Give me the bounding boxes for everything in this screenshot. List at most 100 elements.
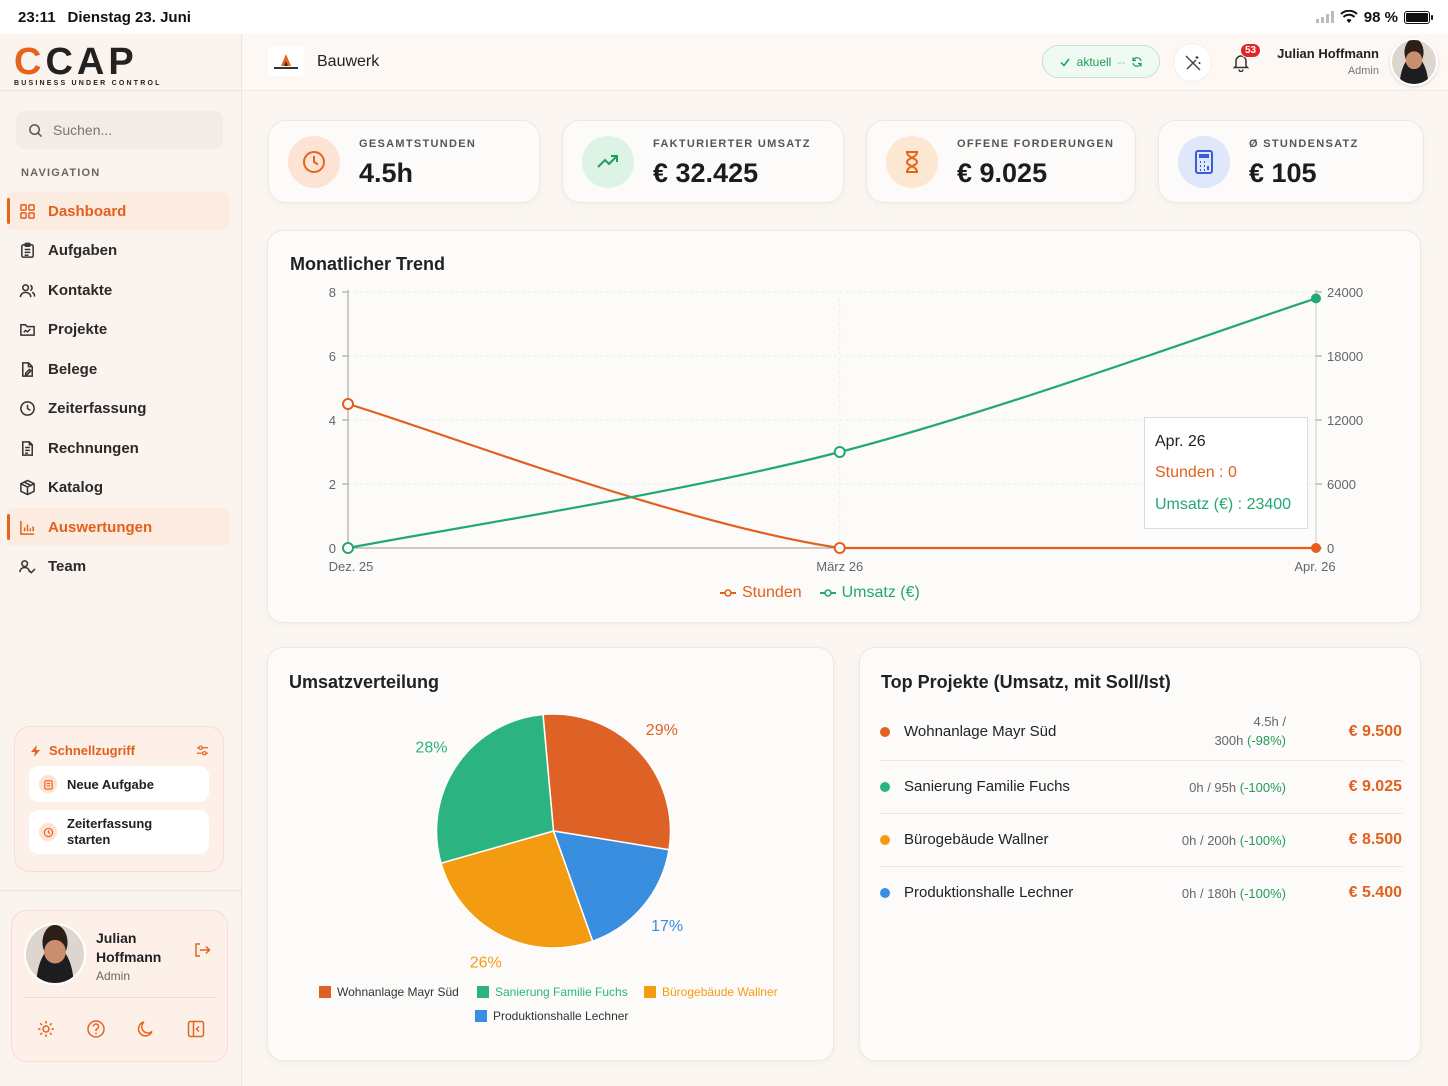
kpi-card-open-receivables[interactable]: OFFENE FORDERUNGEN € 9.025	[866, 120, 1136, 203]
moon-icon[interactable]	[136, 1019, 156, 1039]
data-point	[342, 542, 354, 554]
x-tick-label: März 26	[816, 559, 863, 574]
project-color-dot	[880, 888, 890, 898]
clock-icon	[20, 401, 35, 416]
legend-swatch	[475, 1010, 487, 1022]
magic-wand-button[interactable]	[1173, 43, 1212, 82]
cellular-signal-icon	[1315, 11, 1334, 23]
sliders-icon[interactable]	[196, 744, 209, 757]
clock-time: 23:11	[18, 8, 56, 26]
nav-item-label: Rechnungen	[48, 439, 139, 457]
new-task-button[interactable]: Neue Aufgabe	[29, 766, 209, 802]
nav-item-aufgaben[interactable]: Aufgaben	[7, 232, 229, 270]
tooltip-revenue: Umsatz (€) : 23400	[1155, 496, 1292, 513]
nav-item-rechnungen[interactable]: Rechnungen	[7, 429, 229, 467]
check-icon	[1060, 58, 1070, 67]
bar-chart-icon	[20, 520, 35, 535]
top-projects-title: Top Projekte (Umsatz, mit Soll/Ist)	[881, 672, 1171, 692]
kpi-value: 4.5h	[359, 158, 414, 188]
collapse-sidebar-icon[interactable]	[186, 1019, 206, 1039]
clipboard-icon	[21, 242, 34, 258]
legend-item-revenue[interactable]: Umsatz (€)	[819, 584, 920, 602]
pie-legend-item[interactable]: Wohnanlage Mayr Süd	[319, 985, 459, 999]
brand-logo[interactable]: CCAP BUSINESS UNDER CONTROL	[14, 42, 162, 87]
nav-item-auswertungen[interactable]: Auswertungen	[7, 508, 229, 546]
pie-slice-label: 17%	[651, 918, 683, 935]
kpi-value: € 9.025	[957, 158, 1048, 188]
nav-item-projekte[interactable]: Projekte	[7, 311, 229, 349]
nav-item-zeiterfassung[interactable]: Zeiterfassung	[7, 390, 229, 428]
folder-icon	[20, 324, 35, 336]
project-hours: 4.5h / 300h (-98%)	[1214, 712, 1286, 750]
nav-item-dashboard[interactable]: Dashboard	[7, 192, 229, 230]
pie-slice	[542, 713, 672, 851]
pie-legend-item[interactable]: Produktionshalle Lechner	[475, 1009, 628, 1023]
pie-legend-item[interactable]: Bürogebäude Wallner	[644, 985, 778, 999]
kpi-label: GESAMTSTUNDEN	[359, 138, 477, 150]
pie-legend-item[interactable]: Sanierung Familie Fuchs	[477, 985, 628, 999]
start-time-tracking-button[interactable]: Zeiterfassung starten	[29, 810, 209, 854]
hours-planned: 0h / 180h	[1181, 886, 1237, 901]
profile-name: Julian Hoffmann	[96, 930, 162, 965]
chart-tooltip: Apr. 26 Stunden : 0 Umsatz (€) : 23400	[1144, 417, 1308, 529]
quick-access-panel: Schnellzugriff Neue Aufgabe Zeiterfassun…	[14, 726, 224, 872]
monthly-trend-title: Monatlicher Trend	[290, 254, 446, 274]
hours-percent: (-100%)	[1239, 833, 1286, 848]
top-bar: Bauwerk aktuell -- 53 Julian Hoffmann Ad…	[242, 34, 1448, 91]
y-tick-label: 4	[329, 413, 336, 428]
clock-icon	[39, 823, 57, 841]
nav-item-label: Kontakte	[48, 281, 113, 299]
project-name[interactable]: Bauwerk	[317, 53, 380, 70]
avatar[interactable]	[24, 923, 86, 985]
y2-tick-label: 24000	[1327, 285, 1363, 300]
legend-line-marker-icon	[819, 589, 836, 597]
revenue-distribution-title: Umsatzverteilung	[289, 672, 440, 692]
legend-line-marker-icon	[720, 589, 736, 597]
legend-item-hours[interactable]: Stunden	[720, 584, 802, 602]
legend-swatch	[477, 986, 489, 998]
avatar[interactable]	[1390, 38, 1438, 86]
project-hours: 0h / 95h (-100%)	[1189, 778, 1286, 797]
logout-icon[interactable]	[193, 941, 211, 959]
help-icon[interactable]	[86, 1019, 106, 1039]
nav-item-team[interactable]: Team	[7, 548, 229, 586]
sync-status-separator: --	[1117, 54, 1126, 69]
project-name: Sanierung Familie Fuchs	[904, 778, 1070, 795]
table-row[interactable]: Sanierung Familie Fuchs 0h / 95h (-100%)…	[880, 761, 1402, 814]
table-row[interactable]: Bürogebäude Wallner 0h / 200h (-100%) € …	[880, 814, 1402, 867]
y2-tick-label: 12000	[1327, 413, 1363, 428]
project-hours: 0h / 200h (-100%)	[1182, 831, 1286, 850]
brand-logo-c: C	[14, 41, 46, 83]
sync-status-pill[interactable]: aktuell --	[1042, 45, 1160, 78]
project-amount: € 5.400	[1348, 884, 1402, 901]
users-icon	[19, 283, 36, 297]
sync-status-label: aktuell	[1076, 54, 1112, 69]
project-amount: € 9.025	[1348, 778, 1402, 795]
pie-slice	[440, 830, 594, 949]
project-color-dot	[880, 782, 890, 792]
project-name: Produktionshalle Lechner	[904, 884, 1074, 901]
search-input[interactable]	[53, 122, 203, 138]
y-tick-label: 2	[329, 477, 336, 492]
wifi-icon	[1340, 10, 1358, 23]
divider	[24, 997, 217, 998]
table-row[interactable]: Wohnanlage Mayr Süd 4.5h / 300h (-98%) € …	[880, 706, 1402, 761]
data-point	[342, 398, 354, 410]
settings-gear-icon[interactable]	[36, 1019, 56, 1039]
nav-item-belege[interactable]: Belege	[7, 350, 229, 388]
kpi-card-avg-hourly-rate[interactable]: Ø STUNDENSATZ € 105	[1158, 120, 1424, 203]
kpi-card-billed-revenue[interactable]: FAKTURIERTER UMSATZ € 32.425	[562, 120, 844, 203]
battery-percent: 98 %	[1363, 8, 1398, 26]
user-role: Admin	[1347, 65, 1379, 77]
legend-swatch	[319, 986, 331, 998]
nav-item-kontakte[interactable]: Kontakte	[7, 271, 229, 309]
data-point	[833, 542, 846, 554]
kpi-card-total-hours[interactable]: GESAMTSTUNDEN 4.5h	[268, 120, 540, 203]
nav-item-katalog[interactable]: Katalog	[7, 469, 229, 507]
magic-wand-off-icon	[1185, 55, 1200, 70]
grid-icon	[20, 203, 35, 219]
table-row[interactable]: Produktionshalle Lechner 0h / 180h (-100…	[880, 867, 1402, 920]
trend-legend: Stunden Umsatz (€)	[720, 584, 920, 602]
project-amount: € 8.500	[1348, 831, 1402, 848]
search-box[interactable]	[16, 111, 223, 149]
